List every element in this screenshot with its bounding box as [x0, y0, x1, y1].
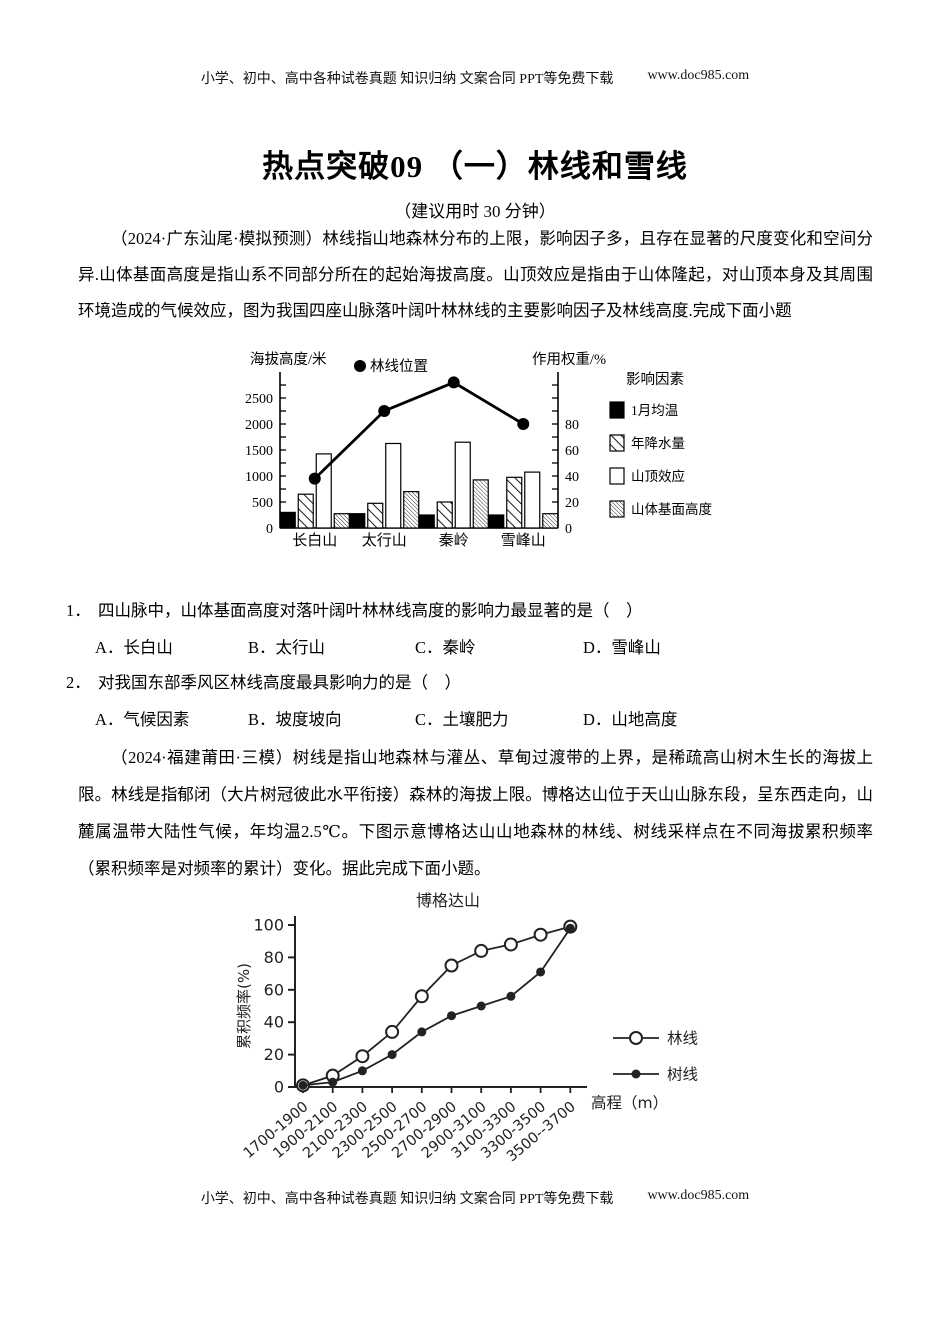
question-1-option-a: A．长白山	[95, 638, 173, 657]
time-suggestion: （建议用时 30 分钟）	[394, 202, 556, 221]
mountain-chart-svg: 0 500 1000 1500 2000 2500 0 20 40 60 80 海拔高度/米 作用权重/…	[245, 351, 712, 549]
svg-text:0: 0	[266, 522, 273, 537]
svg-text:80: 80	[565, 418, 579, 433]
svg-text:0: 0	[274, 1078, 284, 1097]
question-1-stem: 1． 四山脉中，山体基面高度对落叶阔叶林林线高度的影响力最显著的是（ ）	[66, 597, 643, 621]
category-label: 秦岭	[439, 532, 469, 549]
header-slogan: 小学、初中、高中各种试卷真题 知识归纳 文案合同 PPT等免费下载	[200, 72, 614, 87]
question-2-option-a: A．气候因素	[95, 710, 190, 729]
bar-山体基面高度	[542, 513, 559, 529]
bar-1月均温	[279, 511, 296, 529]
footer-slogan: 小学、初中、高中各种试卷真题 知识归纳 文案合同 PPT等免费下载	[200, 1192, 614, 1207]
svg-text:60: 60	[565, 444, 579, 459]
treeline-position-line	[313, 380, 524, 480]
page-footer: 小学、初中、高中各种试卷真题 知识归纳 文案合同 PPT等免费下载 www.do…	[0, 1188, 950, 1208]
svg-text:2500: 2500	[245, 392, 273, 407]
svg-text:0: 0	[565, 522, 572, 537]
bar-山顶效应	[524, 471, 541, 529]
bar-年降水量	[506, 476, 523, 529]
question-1-text: 四山脉中，山体基面高度对落叶阔叶林林线高度的影响力最显著的是（ ）	[98, 601, 643, 620]
category-label: 长白山	[292, 532, 337, 549]
svg-text:80: 80	[264, 948, 284, 967]
question-1-options: A．长白山 B．太行山 C．秦岭 D．雪峰山	[0, 634, 950, 658]
left-axis-label: 海拔高度/米	[250, 351, 327, 368]
question-1-option-d: D．雪峰山	[583, 638, 661, 657]
svg-text:500: 500	[252, 496, 273, 511]
bogda-chart-svg: 博格达山020406080100累积频率(%)1700-19001900-210…	[235, 891, 698, 1165]
question-2-text: 对我国东部季风区林线高度最具影响力的是（ ）	[98, 673, 461, 692]
svg-text:1000: 1000	[245, 470, 273, 485]
line-legend-label: 林线位置	[370, 358, 428, 375]
legend-item-label: 年降水量	[631, 436, 685, 451]
category-label: 雪峰山	[501, 532, 546, 549]
y-axis-label: 累积频率(%)	[235, 963, 253, 1049]
bar-1月均温	[418, 514, 435, 529]
legend-title: 影响因素	[626, 371, 684, 388]
x-axis-label: 高程（m）	[591, 1094, 668, 1112]
question-2-option-b: B．坡度坡向	[248, 710, 342, 729]
bar-山体基面高度	[333, 513, 350, 529]
legend-item-label: 山顶效应	[631, 468, 685, 484]
bar-年降水量	[367, 502, 384, 529]
bar-1月均温	[349, 513, 366, 529]
bar-1月均温	[488, 514, 505, 529]
forest-line-factors-chart: 0 500 1000 1500 2000 2500 0 20 40 60 80 海拔高度/米 作用权重/…	[236, 348, 716, 553]
passage-2: （2024·福建莆田·三模）树线是指山地森林与灌丛、草甸过渡带的上界，是稀疏高山…	[78, 748, 873, 878]
header-url[interactable]: www.doc985.com	[647, 68, 750, 83]
legend-label: 林线	[667, 1030, 698, 1048]
document-title: 热点突破09 （一）林线和雪线	[262, 149, 688, 184]
bar-山顶效应	[454, 441, 471, 529]
page-header: 小学、初中、高中各种试卷真题 知识归纳 文案合同 PPT等免费下载 www.do…	[0, 68, 950, 88]
bar-年降水量	[297, 493, 314, 529]
question-2-stem: 2． 对我国东部季风区林线高度最具影响力的是（ ）	[66, 669, 461, 693]
legend-label: 树线	[667, 1066, 698, 1084]
series-林线	[302, 925, 571, 1087]
svg-text:40: 40	[565, 470, 579, 485]
svg-text:60: 60	[264, 980, 284, 999]
bar-山体基面高度	[403, 491, 420, 529]
question-2-options: A．气候因素 B．坡度坡向 C．土壤肥力 D．山地高度	[0, 706, 950, 730]
svg-text:100: 100	[253, 916, 284, 935]
chart-title: 博格达山	[416, 891, 480, 910]
question-1-option-c: C．秦岭	[415, 638, 476, 657]
legend-item-label: 1月均温	[631, 403, 678, 418]
passage-1: （2024·广东汕尾·模拟预测）林线指山地森林分布的上限，影响因子多，且存在显著…	[78, 229, 873, 320]
bar-山体基面高度	[472, 479, 489, 529]
bar-山顶效应	[385, 442, 402, 529]
question-1-option-b: B．太行山	[248, 638, 326, 657]
question-2-option-d: D．山地高度	[583, 710, 678, 729]
question-2-option-c: C．土壤肥力	[415, 710, 509, 729]
line-legend-marker	[354, 360, 366, 372]
svg-text:20: 20	[565, 496, 579, 511]
svg-text:1500: 1500	[245, 444, 273, 459]
right-axis-label: 作用权重/%	[532, 351, 606, 368]
svg-text:2000: 2000	[245, 418, 273, 433]
legend-item-label: 山体基面高度	[631, 501, 712, 517]
question-1-number: 1．	[66, 601, 91, 620]
footer-url[interactable]: www.doc985.com	[647, 1188, 750, 1203]
series-树线	[302, 927, 572, 1087]
svg-text:20: 20	[264, 1045, 284, 1064]
category-label: 太行山	[362, 532, 407, 549]
bogda-cumulative-frequency-chart: 博格达山 0 20 40 60 80 100 累积频率(%) 1700-1900 1900-210…	[225, 888, 745, 1188]
svg-text:40: 40	[264, 1013, 284, 1032]
question-2-number: 2．	[66, 673, 91, 692]
bar-年降水量	[436, 501, 453, 529]
